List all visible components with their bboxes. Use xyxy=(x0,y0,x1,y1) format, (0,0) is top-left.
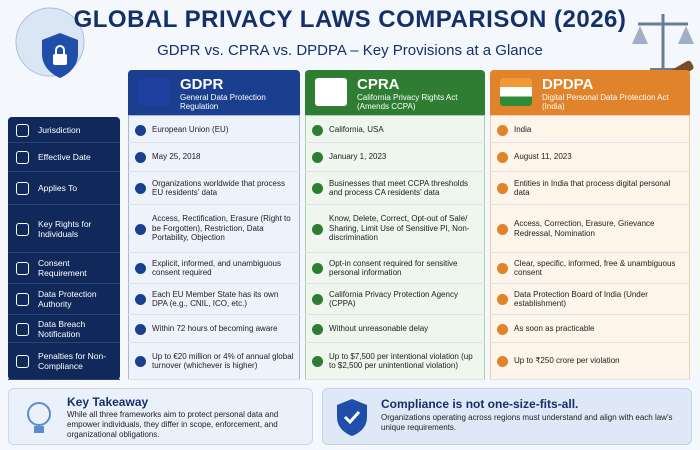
row-label: Data Protection Authority xyxy=(8,284,120,315)
column-header: DPDPA Digital Personal Data Protection Ac… xyxy=(490,70,690,115)
flag-icon xyxy=(500,78,532,106)
cell: Access, Rectification, Erasure (Right to… xyxy=(128,205,300,253)
row-icon xyxy=(16,123,29,137)
takeaway-title: Key Takeaway xyxy=(67,395,149,409)
column-body xyxy=(128,115,300,380)
cell: Clear, specific, informed, free & unambi… xyxy=(490,253,690,284)
flag-icon xyxy=(138,78,170,106)
cell: India xyxy=(490,117,690,143)
cell-icon xyxy=(135,223,146,235)
flag-icon xyxy=(315,78,347,106)
cell: California, USA xyxy=(305,117,485,143)
column-body xyxy=(305,115,485,380)
row-icon xyxy=(16,293,29,306)
row-icon xyxy=(16,355,29,368)
cell-icon xyxy=(497,124,508,136)
cell: As soon as practicable xyxy=(490,315,690,343)
takeaway-box: Key Takeaway While all three frameworks … xyxy=(8,388,313,445)
row-label: Data Breach Notification xyxy=(8,315,120,343)
law-full-name: California Privacy Rights Act (Amends CC… xyxy=(357,93,458,111)
cell: Entities in India that process digital p… xyxy=(490,172,690,205)
compliance-text: Organizations operating across regions m… xyxy=(381,413,673,432)
cell: Data Protection Board of India (Under es… xyxy=(490,284,690,315)
shield-check-icon xyxy=(337,399,367,436)
cell: Organizations worldwide that process EU … xyxy=(128,172,300,205)
row-icon xyxy=(16,262,29,275)
cell-icon xyxy=(312,183,323,194)
compliance-box: Compliance is not one-size-fits-all. Org… xyxy=(322,388,692,445)
row-label: Key Rights for Individuals xyxy=(8,205,120,253)
law-name: CPRA xyxy=(357,76,400,93)
subtitle: GDPR vs. CPRA vs. DPDPA – Key Provisions… xyxy=(157,42,543,59)
cell: Opt-in consent required for sensitive pe… xyxy=(305,253,485,284)
bulb-icon xyxy=(27,402,51,433)
cell-icon xyxy=(312,223,323,235)
cell: May 25, 2018 xyxy=(128,143,300,172)
row-label: Consent Requirement xyxy=(8,253,120,284)
cell-icon xyxy=(312,356,323,367)
cell-icon xyxy=(135,323,146,335)
row-label: Applies To xyxy=(8,172,120,205)
row-label: Effective Date xyxy=(8,143,120,172)
cell-icon xyxy=(135,152,146,163)
cell-icon xyxy=(497,152,508,163)
cell: Up to $7,500 per intentional violation (… xyxy=(305,343,485,380)
cell-icon xyxy=(497,356,508,367)
cell: Within 72 hours of becoming aware xyxy=(128,315,300,343)
row-icon xyxy=(16,182,29,195)
globe-lock-icon xyxy=(15,7,85,78)
law-full-name: General Data Protection Regulation xyxy=(180,93,266,111)
cell-icon xyxy=(312,152,323,163)
takeaway-text: While all three frameworks aim to protec… xyxy=(67,410,279,439)
title: GLOBAL PRIVACY LAWS COMPARISON (2026) xyxy=(73,6,627,33)
cell: August 11, 2023 xyxy=(490,143,690,172)
row-icon xyxy=(16,151,29,164)
cell-icon xyxy=(135,294,146,305)
cell: Up to ₹250 crore per violation xyxy=(490,343,690,380)
cell-icon xyxy=(497,294,508,305)
cell: Explicit, informed, and unambiguous cons… xyxy=(128,253,300,284)
cell-icon xyxy=(135,356,146,367)
law-name: GDPR xyxy=(180,76,224,93)
column-body xyxy=(490,115,690,380)
cell-icon xyxy=(312,124,323,136)
cell-icon xyxy=(497,183,508,194)
cell-icon xyxy=(312,263,323,274)
cell: Each EU Member State has its own DPA (e.… xyxy=(128,284,300,315)
law-name: DPDPA xyxy=(542,76,594,93)
law-full-name: Digital Personal Data Protection Act (In… xyxy=(542,93,669,111)
cell: Know, Delete, Correct, Opt-out of Sale/ … xyxy=(305,205,485,253)
cell: Without unreasonable delay xyxy=(305,315,485,343)
column-header: GDPR General Data Protection Regulation xyxy=(128,70,300,115)
cell-icon xyxy=(497,263,508,274)
cell-icon xyxy=(497,223,508,235)
cell-icon xyxy=(497,323,508,335)
cell: Access, Correction, Erasure, Grievance R… xyxy=(490,205,690,253)
cell: Up to €20 million or 4% of annual global… xyxy=(128,343,300,380)
row-icon xyxy=(16,322,29,336)
label-column xyxy=(8,117,120,380)
cell: Businesses that meet CCPA thresholds and… xyxy=(305,172,485,205)
compliance-title: Compliance is not one-size-fits-all. xyxy=(381,397,579,411)
cell-icon xyxy=(135,263,146,274)
cell-icon xyxy=(312,294,323,305)
cell: California Privacy Protection Agency (CP… xyxy=(305,284,485,315)
cell-icon xyxy=(135,124,146,136)
cell: January 1, 2023 xyxy=(305,143,485,172)
cell-icon xyxy=(312,323,323,335)
row-label: Jurisdiction xyxy=(8,117,120,143)
cell-icon xyxy=(135,183,146,194)
cell: European Union (EU) xyxy=(128,117,300,143)
row-label: Penalties for Non-Compliance xyxy=(8,343,120,380)
column-header: CPRA California Privacy Rights Act (Amend… xyxy=(305,70,485,115)
row-icon xyxy=(16,222,29,236)
